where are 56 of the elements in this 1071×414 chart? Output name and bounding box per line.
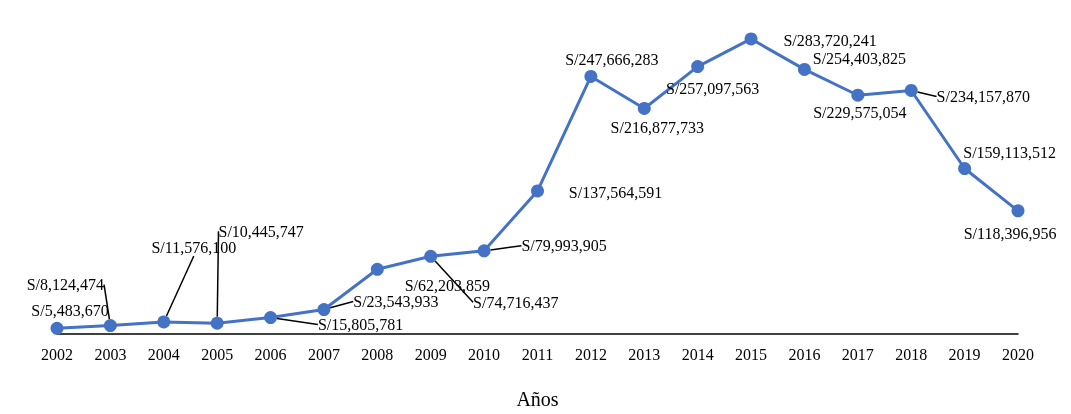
point xyxy=(157,315,171,329)
data-label: S/229,575,054 xyxy=(813,103,907,121)
x-tick-label: 2012 xyxy=(574,345,607,363)
data-label: S/283,720,241 xyxy=(783,32,877,50)
point xyxy=(370,262,384,276)
data-label: S/257,097,563 xyxy=(665,80,760,98)
x-tick-label: 2008 xyxy=(361,345,394,363)
data-label: S/8,124,474 xyxy=(26,276,105,294)
x-tick-label: 2020 xyxy=(1002,345,1034,363)
data-label: S/254,403,825 xyxy=(812,49,907,67)
data-label: S/159,113,512 xyxy=(963,144,1056,162)
data-label: S/15,805,781 xyxy=(317,316,404,334)
x-tick-label: 2006 xyxy=(254,345,287,363)
point xyxy=(851,88,865,102)
data-label: S/137,564,591 xyxy=(568,184,663,202)
data-label: S/79,993,905 xyxy=(521,237,607,255)
point xyxy=(637,101,651,115)
point xyxy=(797,62,811,76)
x-tick-label: 2011 xyxy=(521,345,554,363)
x-tick-label: 2009 xyxy=(414,345,447,363)
x-axis-title: Años xyxy=(516,388,559,410)
data-label: S/10,445,747 xyxy=(218,222,304,240)
point xyxy=(264,311,278,325)
point xyxy=(210,316,224,330)
data-label: S/5,483,670 xyxy=(31,301,109,319)
point xyxy=(904,83,918,97)
x-tick-label: 2019 xyxy=(948,345,981,363)
data-label: S/247,666,283 xyxy=(565,50,659,68)
x-tick-label: 2003 xyxy=(94,345,127,363)
x-tick-label: 2013 xyxy=(628,345,661,363)
point xyxy=(958,162,972,176)
data-label: S/118,396,956 xyxy=(963,225,1057,243)
x-tick-label: 2005 xyxy=(201,345,234,363)
point xyxy=(691,60,705,74)
data-label: S/234,157,870 xyxy=(936,87,1030,105)
point xyxy=(50,321,64,335)
x-tick-label: 2014 xyxy=(681,345,714,363)
x-tick-label: 2007 xyxy=(307,345,340,363)
data-label: S/216,877,733 xyxy=(610,118,704,136)
x-tick-label: 2010 xyxy=(468,345,501,363)
data-label: S/23,543,933 xyxy=(353,293,439,311)
point xyxy=(103,319,117,333)
point xyxy=(531,184,544,198)
x-tick-label: 2002 xyxy=(41,345,73,363)
x-tick-label: 2015 xyxy=(735,345,768,363)
point xyxy=(744,32,758,46)
point xyxy=(317,303,331,317)
point xyxy=(584,69,598,83)
point xyxy=(477,244,491,258)
point xyxy=(1011,204,1025,218)
x-tick-label: 2004 xyxy=(147,345,180,363)
x-tick-label: 2018 xyxy=(895,345,928,363)
x-tick-label: 2016 xyxy=(788,345,821,363)
data-label: S/74,716,437 xyxy=(473,293,559,311)
x-tick-label: 2017 xyxy=(841,345,874,363)
point xyxy=(424,249,438,263)
